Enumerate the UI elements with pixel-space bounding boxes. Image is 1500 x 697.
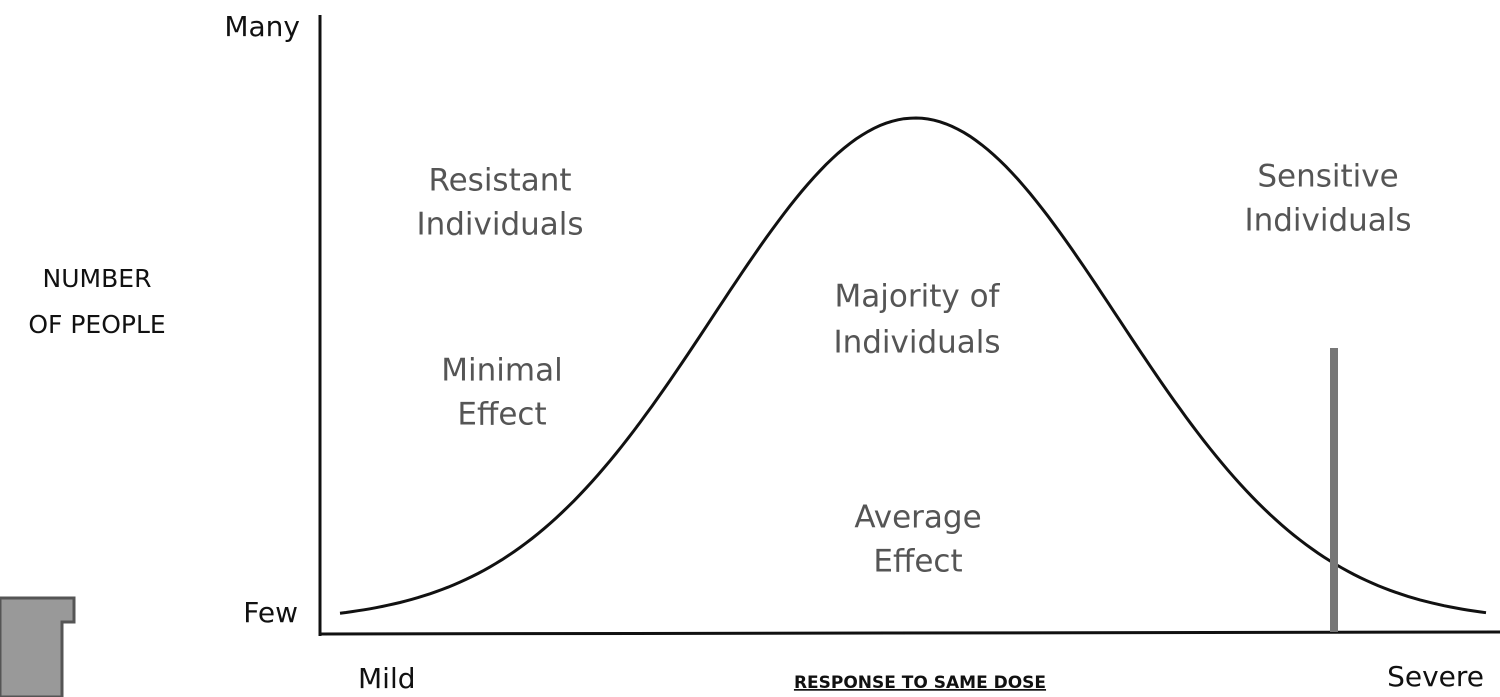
x-axis-label: RESPONSE TO SAME DOSE <box>794 673 1046 693</box>
threshold-bar <box>1330 348 1338 632</box>
annotation: Effect <box>873 544 962 580</box>
annotation: Majority of <box>835 279 1001 315</box>
annotation: Sensitive <box>1257 159 1398 195</box>
y-axis-label: OF PEOPLE <box>28 310 165 339</box>
annotation: Individuals <box>833 325 1000 361</box>
bell-curve <box>339 116 1487 615</box>
x-axis <box>318 630 1500 636</box>
annotation: Effect <box>457 397 546 433</box>
annotation: Individuals <box>1244 203 1411 239</box>
y-bottom-label: Few <box>243 596 298 629</box>
annotation: Minimal <box>441 353 562 389</box>
annotation: Individuals <box>416 207 583 243</box>
x-right-label: Severe <box>1387 660 1484 693</box>
annotation: Average <box>854 500 981 536</box>
corner-block <box>0 596 76 697</box>
annotation: Resistant <box>428 163 571 199</box>
x-left-label: Mild <box>358 662 416 695</box>
y-axis-label: NUMBER <box>43 264 152 293</box>
y-top-label: Many <box>224 10 300 43</box>
